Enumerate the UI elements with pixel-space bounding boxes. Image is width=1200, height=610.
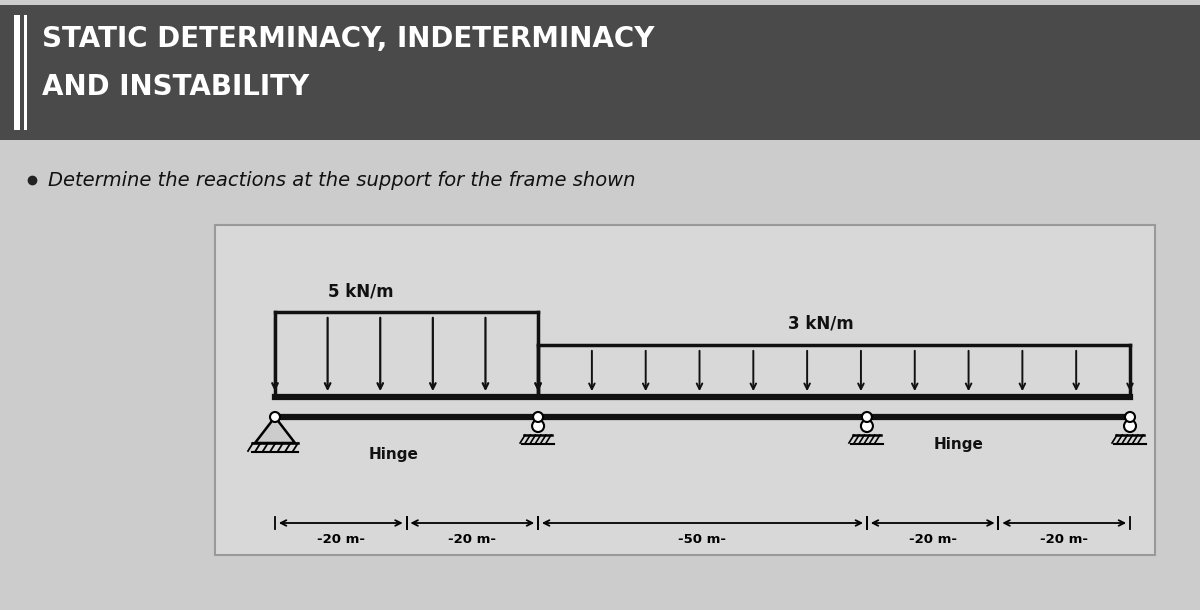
Text: AND INSTABILITY: AND INSTABILITY	[42, 73, 310, 101]
Text: -20 m-: -20 m-	[449, 533, 497, 546]
Text: -20 m-: -20 m-	[908, 533, 956, 546]
Text: Hinge: Hinge	[368, 447, 419, 462]
Circle shape	[270, 412, 280, 422]
Circle shape	[1126, 412, 1135, 422]
Circle shape	[1124, 420, 1136, 432]
Text: -20 m-: -20 m-	[1040, 533, 1088, 546]
Polygon shape	[256, 417, 295, 443]
Text: -20 m-: -20 m-	[317, 533, 365, 546]
Text: STATIC DETERMINACY, INDETERMINACY: STATIC DETERMINACY, INDETERMINACY	[42, 25, 654, 53]
Text: Hinge: Hinge	[934, 437, 984, 452]
Text: 5 kN/m: 5 kN/m	[328, 282, 394, 300]
Text: -50 m-: -50 m-	[678, 533, 726, 546]
Circle shape	[862, 412, 872, 422]
Bar	[24, 15, 28, 130]
Text: Determine the reactions at the support for the frame shown: Determine the reactions at the support f…	[48, 171, 636, 190]
Text: 3 kN/m: 3 kN/m	[788, 315, 853, 333]
Bar	[0, 5, 1200, 140]
Bar	[215, 225, 1154, 555]
Bar	[14, 15, 20, 130]
Circle shape	[532, 420, 544, 432]
Circle shape	[533, 412, 544, 422]
Circle shape	[860, 420, 872, 432]
